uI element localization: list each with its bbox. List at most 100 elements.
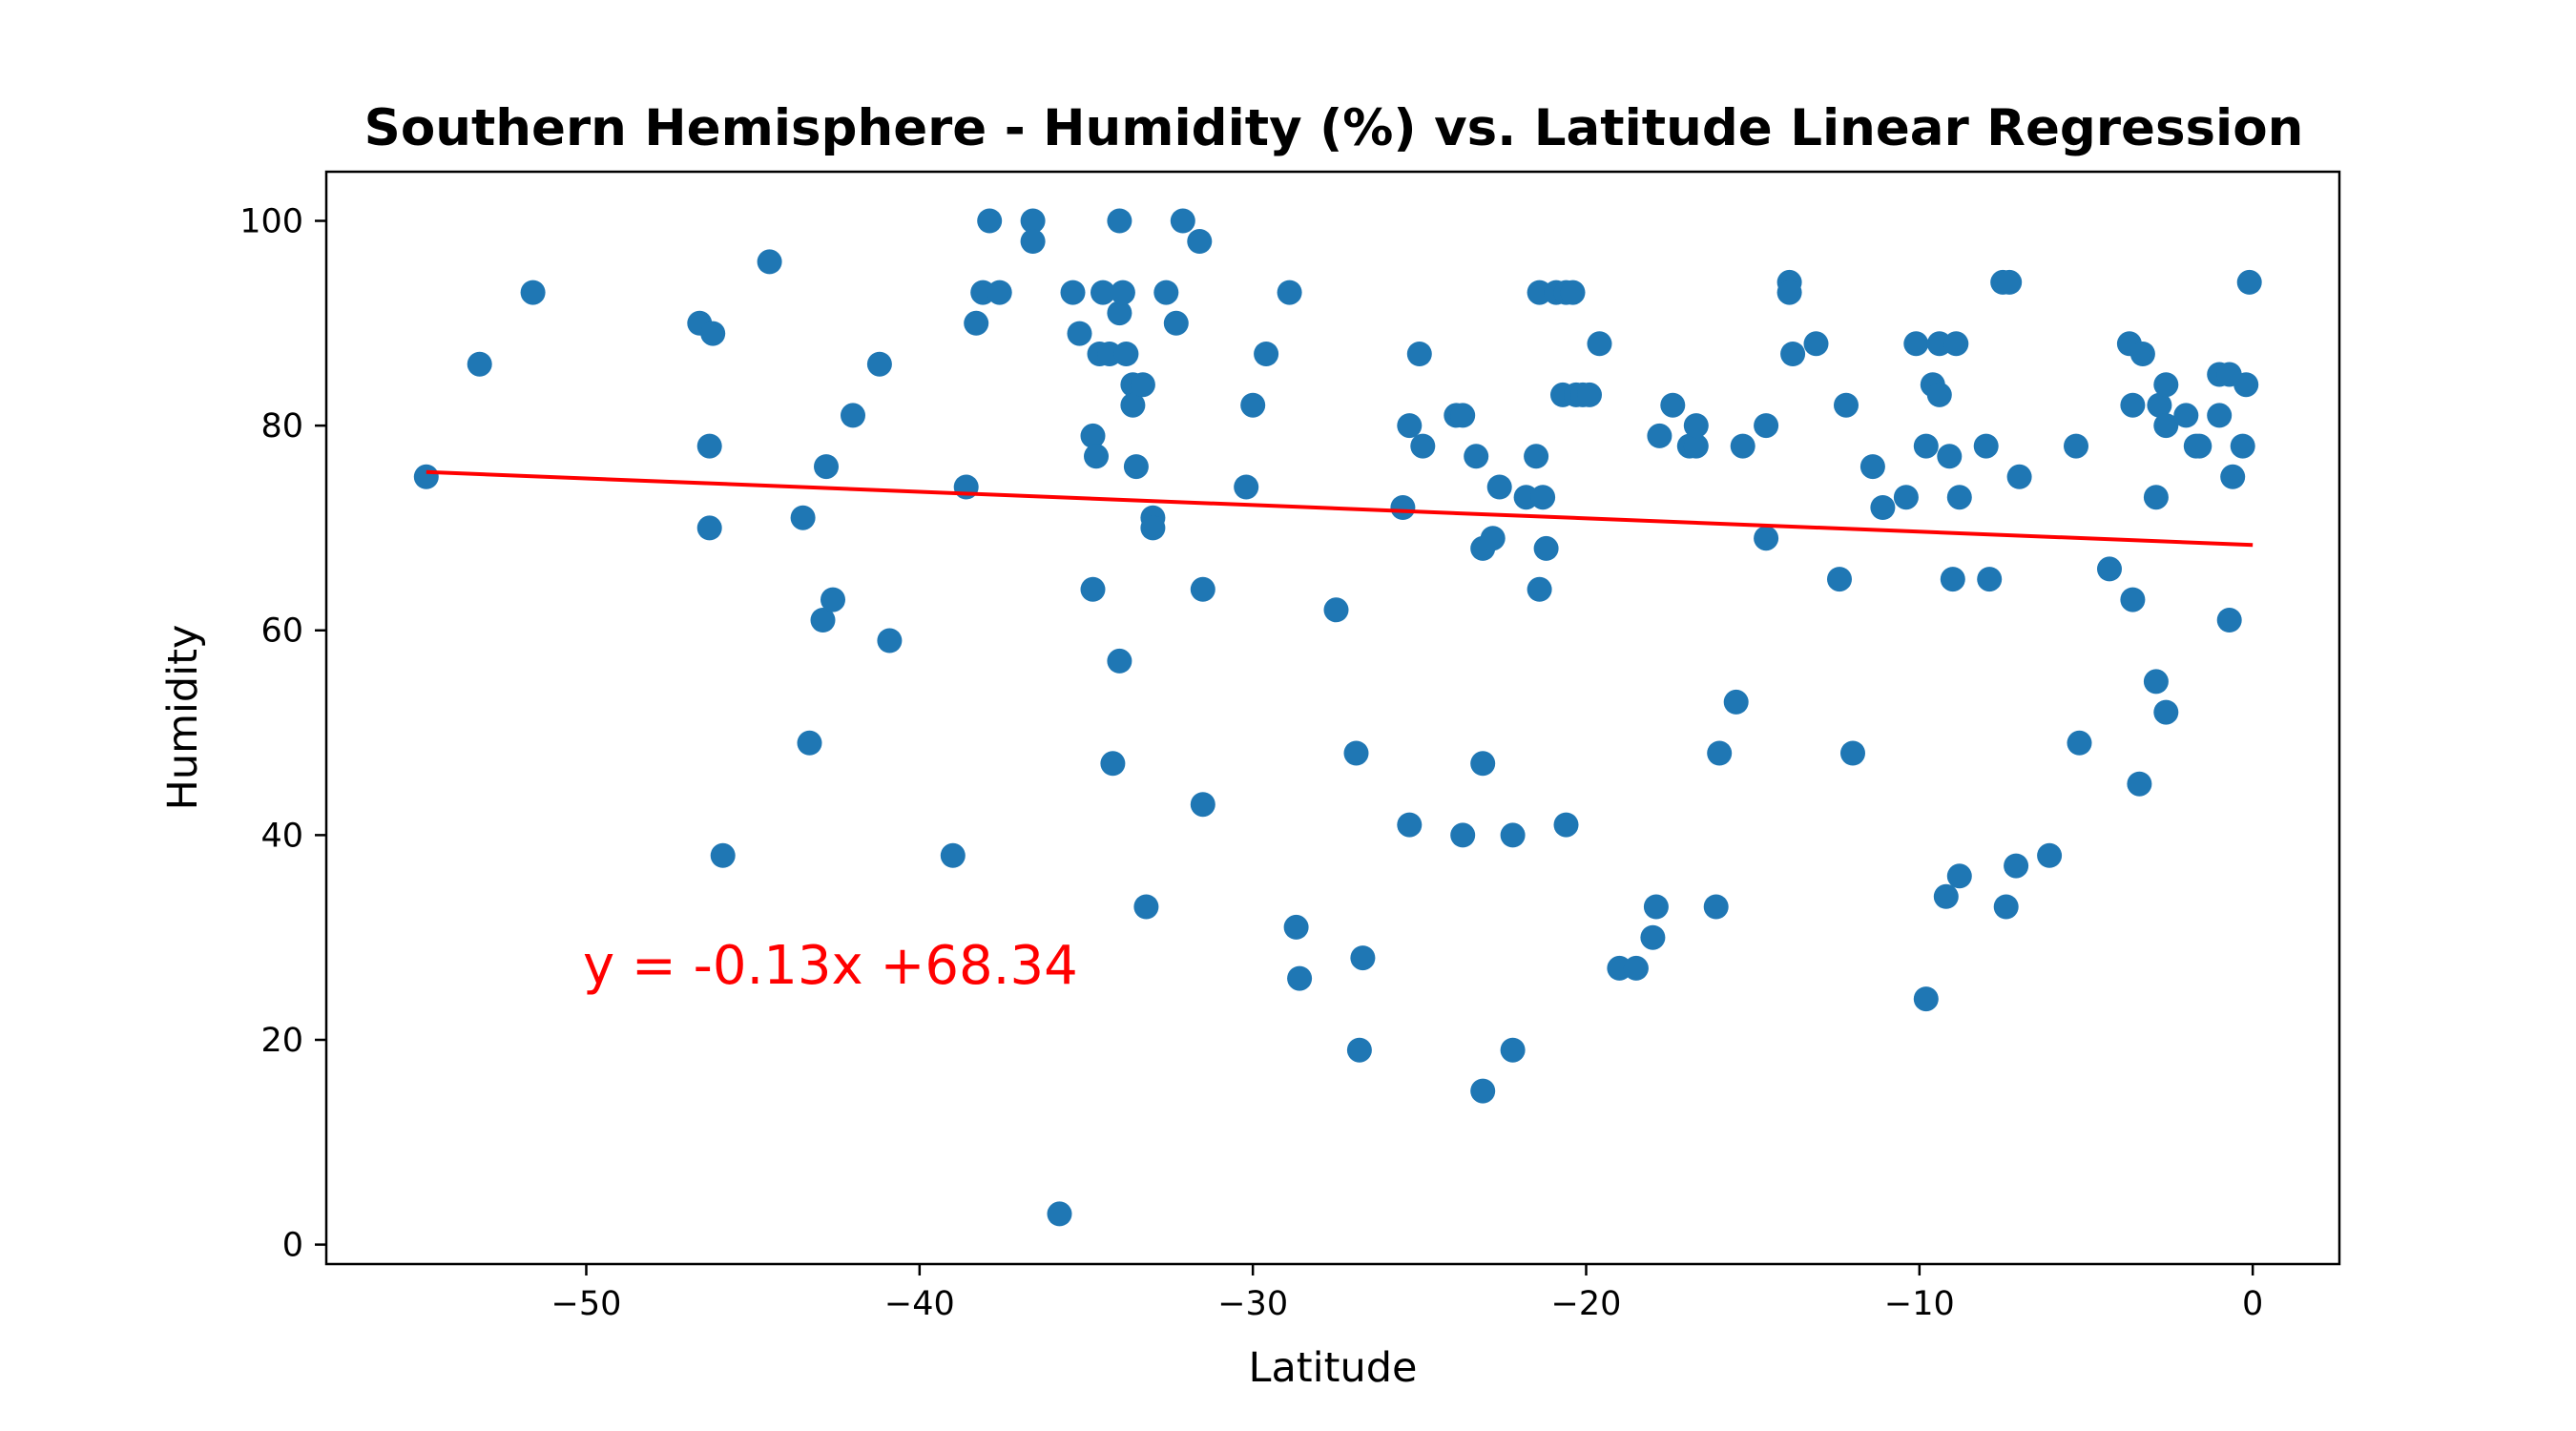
data-point bbox=[2233, 372, 2259, 398]
data-point bbox=[977, 208, 1003, 234]
chart-title: Southern Hemisphere - Humidity (%) vs. L… bbox=[364, 99, 2304, 157]
data-point bbox=[1703, 894, 1729, 920]
data-point bbox=[1107, 208, 1132, 234]
y-axis-label: Humidity bbox=[159, 625, 207, 811]
data-point bbox=[1943, 331, 1969, 357]
data-point bbox=[2207, 403, 2233, 428]
plot-frame bbox=[324, 170, 2341, 1266]
data-point bbox=[1323, 597, 1349, 623]
data-point bbox=[1464, 444, 1489, 469]
data-point bbox=[1060, 280, 1086, 305]
data-point bbox=[1937, 444, 1963, 469]
data-point bbox=[1776, 280, 1802, 305]
data-point bbox=[2187, 433, 2212, 459]
data-point bbox=[1834, 392, 1859, 418]
data-point bbox=[1080, 423, 1106, 448]
data-point bbox=[1020, 208, 1046, 234]
data-point bbox=[2230, 433, 2255, 459]
x-tick-label: 0 bbox=[2242, 1285, 2263, 1323]
x-tick-label: −10 bbox=[1884, 1285, 1955, 1323]
data-point bbox=[2153, 413, 2179, 439]
data-point bbox=[1903, 331, 1929, 357]
data-point bbox=[1254, 342, 1279, 366]
data-point bbox=[1893, 485, 1919, 510]
data-point bbox=[1647, 423, 1672, 448]
data-point bbox=[1940, 567, 1965, 592]
data-point bbox=[1707, 740, 1733, 766]
data-point bbox=[1100, 751, 1126, 777]
data-point bbox=[2120, 392, 2146, 418]
data-point bbox=[1780, 342, 1806, 366]
data-point bbox=[2006, 464, 2032, 489]
data-point bbox=[2153, 372, 2179, 398]
data-point bbox=[1234, 474, 1259, 500]
data-point bbox=[2097, 556, 2122, 582]
data-point bbox=[1153, 280, 1179, 305]
data-point bbox=[467, 351, 492, 377]
regression-equation: y = -0.13x +68.34 bbox=[583, 935, 1078, 997]
data-point bbox=[2153, 699, 2179, 725]
data-point bbox=[1946, 863, 1972, 889]
data-point bbox=[1643, 894, 1669, 920]
data-point bbox=[2037, 842, 2063, 868]
data-point bbox=[1683, 413, 1709, 439]
data-point bbox=[814, 454, 839, 480]
data-point bbox=[2216, 608, 2242, 633]
data-point bbox=[1020, 229, 1046, 254]
data-point bbox=[1450, 822, 1476, 848]
data-point bbox=[2143, 485, 2169, 510]
data-point bbox=[1470, 1078, 1496, 1104]
data-point bbox=[1560, 280, 1586, 305]
data-point bbox=[1397, 812, 1423, 838]
data-point bbox=[1130, 372, 1155, 398]
data-point bbox=[2173, 403, 2199, 428]
data-point bbox=[1190, 576, 1215, 602]
y-axis-ticks: 0 20 40 60 80 100 bbox=[239, 203, 326, 1265]
data-point bbox=[797, 730, 822, 756]
points-layer bbox=[413, 208, 2262, 1227]
data-point bbox=[1933, 883, 1959, 909]
data-point bbox=[1946, 485, 1972, 510]
data-point bbox=[1047, 1201, 1072, 1227]
data-point bbox=[710, 842, 736, 868]
data-point bbox=[1754, 413, 1779, 439]
data-point bbox=[877, 628, 903, 653]
data-point bbox=[1390, 495, 1416, 520]
data-point bbox=[1107, 648, 1132, 674]
y-tick-label: 60 bbox=[260, 612, 303, 651]
data-point bbox=[2129, 342, 2155, 366]
y-tick-label: 20 bbox=[260, 1022, 303, 1060]
data-point bbox=[1187, 229, 1213, 254]
data-point bbox=[2220, 464, 2246, 489]
data-point bbox=[1640, 924, 1666, 950]
data-point bbox=[1110, 280, 1135, 305]
data-point bbox=[1470, 751, 1496, 777]
data-point bbox=[1723, 689, 1749, 715]
data-point bbox=[1527, 576, 1552, 602]
plot-area bbox=[326, 172, 2339, 1264]
data-point bbox=[940, 842, 966, 868]
y-tick-label: 0 bbox=[282, 1227, 303, 1265]
data-point bbox=[1067, 321, 1092, 346]
data-point bbox=[1859, 454, 1885, 480]
data-point bbox=[1926, 382, 1952, 407]
data-point bbox=[1913, 986, 1939, 1012]
data-point bbox=[2120, 587, 2146, 612]
data-point bbox=[1123, 454, 1149, 480]
data-point bbox=[1524, 444, 1549, 469]
data-point bbox=[987, 280, 1012, 305]
data-point bbox=[1133, 894, 1159, 920]
data-point bbox=[1091, 280, 1115, 305]
data-point bbox=[841, 403, 865, 428]
data-point bbox=[1346, 1037, 1372, 1063]
data-point bbox=[810, 608, 836, 633]
data-point bbox=[1350, 945, 1376, 971]
data-point bbox=[1553, 812, 1579, 838]
data-point bbox=[1533, 535, 1559, 561]
data-point bbox=[1997, 269, 2023, 295]
data-point bbox=[1660, 392, 1686, 418]
data-point bbox=[1500, 1037, 1526, 1063]
data-point bbox=[2147, 392, 2172, 418]
x-tick-label: −20 bbox=[1551, 1285, 1622, 1323]
